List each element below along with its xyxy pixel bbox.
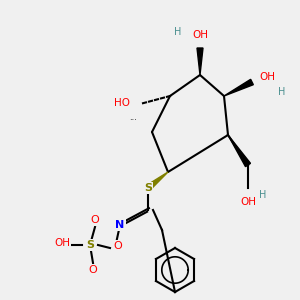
Text: H: H [174, 27, 182, 37]
Polygon shape [146, 172, 168, 190]
Text: OH: OH [240, 197, 256, 207]
Text: N: N [116, 220, 124, 230]
Text: OH: OH [192, 30, 208, 40]
Text: OH: OH [54, 238, 70, 248]
Text: OH: OH [259, 72, 275, 82]
Text: O: O [114, 241, 122, 251]
Polygon shape [224, 79, 253, 96]
Text: ...: ... [129, 112, 137, 122]
Text: S: S [86, 240, 94, 250]
Text: H: H [278, 87, 286, 97]
Text: O: O [91, 215, 99, 225]
Text: HO: HO [114, 98, 130, 108]
Polygon shape [228, 135, 250, 167]
Text: H: H [259, 190, 267, 200]
Polygon shape [197, 48, 203, 75]
Text: O: O [88, 265, 98, 275]
Text: S: S [144, 183, 152, 193]
